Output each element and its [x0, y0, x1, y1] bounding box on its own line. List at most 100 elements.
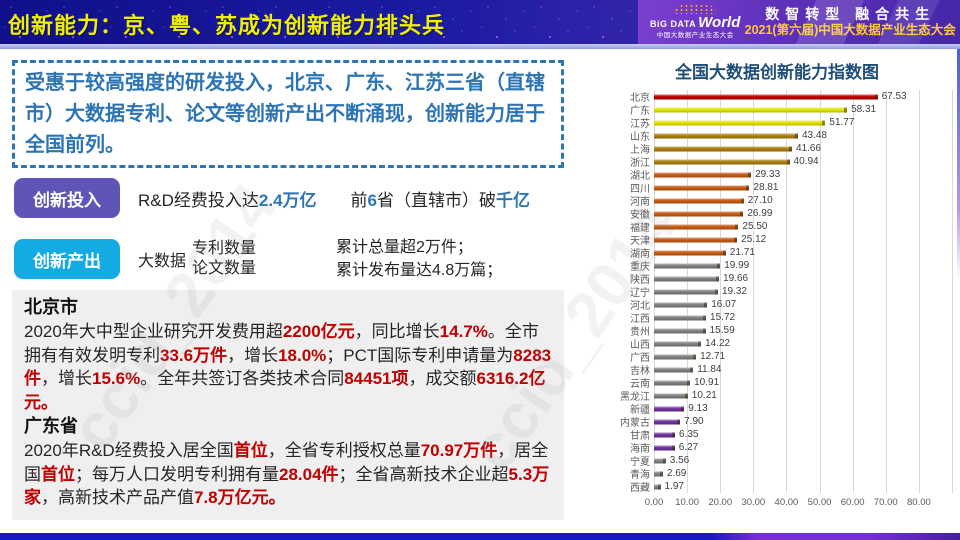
- category-label: 云南: [630, 379, 650, 390]
- chart-row-湖南: 湖南 21.71: [598, 246, 956, 260]
- category-label: 四川: [630, 184, 650, 195]
- category-label: 辽宁: [630, 288, 650, 299]
- gridline: [786, 90, 788, 493]
- bar-track: 67.53: [654, 90, 952, 103]
- bar-track: 25.50: [654, 220, 952, 233]
- highlighted-value: 6: [367, 190, 378, 210]
- category-label: 北京: [630, 93, 650, 104]
- highlighted-value: 首位: [41, 464, 75, 484]
- chart-row-甘肃: 甘肃 6.35: [598, 428, 956, 442]
- bar-湖北: 29.33: [654, 169, 780, 180]
- list-item: 专利数量: [192, 240, 257, 257]
- x-tick-label: 0.00: [644, 497, 664, 508]
- chart-row-内蒙古: 内蒙古 7.90: [598, 415, 956, 429]
- value-label: 58.31: [851, 104, 877, 115]
- value-label: 19.99: [724, 260, 750, 271]
- highlighted-value: 5.3万家: [24, 464, 550, 508]
- bar-江西: 15.72: [654, 312, 735, 323]
- value-label: 25.50: [742, 221, 768, 232]
- value-label: 14.22: [705, 338, 731, 349]
- guangdong-section-text: 2020年R&D经费投入居全国首位，全省专利授权总量70.97万件，居全国首位；…: [24, 439, 552, 510]
- x-tick-label: 80.00: [906, 497, 931, 508]
- chart-row-河北: 河北 16.07: [598, 298, 956, 312]
- chart-rows: 北京 67.53 广东 58.31 江苏 51.77 山东 43.48 上海 41.66 浙江 40.…: [598, 90, 956, 494]
- bar-track: 19.99: [654, 259, 952, 272]
- bar-track: 21.71: [654, 246, 952, 259]
- category-label: 湖北: [630, 171, 650, 182]
- chart-row-西藏: 西藏 1.97: [598, 480, 956, 494]
- bar-track: 41.66: [654, 142, 952, 155]
- text-segment: ，居全国: [24, 441, 549, 484]
- category-label: 贵州: [630, 327, 650, 338]
- highlighted-value: 7.8万亿元。: [194, 488, 286, 507]
- category-label: 宁夏: [630, 457, 650, 468]
- chart-row-北京: 北京 67.53: [598, 90, 956, 104]
- bar-吉林: 11.84: [654, 364, 722, 375]
- bar-浙江: 40.94: [654, 156, 819, 167]
- x-tick-label: 70.00: [873, 497, 898, 508]
- category-label: 江苏: [630, 119, 650, 130]
- category-label: 福建: [630, 223, 650, 234]
- value-label: 10.91: [694, 377, 720, 388]
- bar-track: 10.21: [654, 389, 952, 402]
- list-item: 论文数量: [192, 260, 257, 277]
- category-label: 安徽: [630, 210, 650, 221]
- value-label: 67.53: [881, 91, 907, 102]
- category-label: 浙江: [630, 158, 650, 169]
- value-label: 1.97: [664, 481, 684, 492]
- chart-title: 全国大数据创新能力指数图: [675, 63, 879, 82]
- list-item: 累计总量超2万件；: [336, 239, 473, 256]
- bar-宁夏: 3.56: [654, 455, 689, 466]
- logo-dots-icon: [674, 4, 717, 15]
- innovation-input-text: R&D经费投入达2.4万亿 前6省（直辖市）破千亿: [138, 186, 530, 211]
- bar-甘肃: 6.35: [654, 429, 698, 440]
- bar-track: 1.97: [654, 480, 952, 493]
- chart-row-四川: 四川 28.81: [598, 181, 956, 195]
- value-label: 19.66: [723, 273, 749, 284]
- text-segment: ，高新技术产品产值: [41, 488, 194, 507]
- conference-text: 数智转型 融合共生 2021(第六届)中国大数据产业生态大会: [740, 6, 960, 39]
- bar-track: 58.31: [654, 103, 952, 116]
- bottom-accent-strip: [0, 533, 960, 540]
- category-label: 吉林: [630, 366, 650, 377]
- highlighted-value: 84451项: [344, 369, 409, 388]
- bar-track: 15.59: [654, 324, 952, 337]
- chart-row-福建: 福建 25.50: [598, 220, 956, 234]
- bar-湖南: 21.71: [654, 247, 755, 258]
- chart-row-天津: 天津 25.12: [598, 233, 956, 247]
- bar-河南: 27.10: [654, 195, 773, 206]
- text-segment: 。全年共签订各类技术合同: [140, 369, 345, 388]
- top-provinces-phrase: 前6省（直辖市）破千亿: [351, 191, 530, 210]
- text-segment: ，成交额: [408, 369, 477, 388]
- bar-track: 10.91: [654, 376, 952, 389]
- chart-row-吉林: 吉林 11.84: [598, 363, 956, 377]
- category-label: 新疆: [630, 405, 650, 416]
- x-tick-label: 10.00: [675, 497, 699, 508]
- text-segment: 前: [350, 190, 368, 210]
- gridline: [852, 90, 854, 493]
- highlighted-value: 33.6万件: [160, 345, 228, 365]
- highlighted-value: 70.97万件: [420, 441, 498, 460]
- text-segment: ；PCT国际专利申请量为: [326, 345, 514, 365]
- slide-header: 创新能力：京、粤、苏成为创新能力排头兵 BiG DATA World 中国大数据产…: [0, 0, 960, 44]
- innovation-input-pill: 创新投入: [14, 178, 120, 218]
- bar-track: 27.10: [654, 194, 952, 207]
- highlighted-value: 6316.2亿元。: [24, 369, 546, 412]
- bar-山西: 14.22: [654, 338, 730, 349]
- bar-西藏: 1.97: [654, 481, 684, 492]
- output-prefix: 大数据: [138, 253, 187, 270]
- category-label: 山东: [630, 132, 650, 143]
- value-label: 3.56: [669, 455, 690, 466]
- bar-track: 9.13: [654, 402, 952, 415]
- bar-山东: 43.48: [654, 130, 827, 141]
- chart-plot-area: 北京 67.53 广东 58.31 江苏 51.77 山东 43.48 上海 41.66 浙江 40.…: [598, 90, 956, 494]
- category-label: 青海: [630, 470, 650, 481]
- value-label: 28.81: [753, 182, 779, 193]
- bar-track: 2.69: [654, 467, 952, 480]
- bar-track: 25.12: [654, 233, 952, 246]
- bar-track: 26.99: [654, 207, 952, 220]
- chart-row-安徽: 安徽 26.99: [598, 207, 956, 221]
- bar-福建: 25.50: [654, 221, 767, 232]
- chart-row-黑龙江: 黑龙江 10.21: [598, 389, 956, 403]
